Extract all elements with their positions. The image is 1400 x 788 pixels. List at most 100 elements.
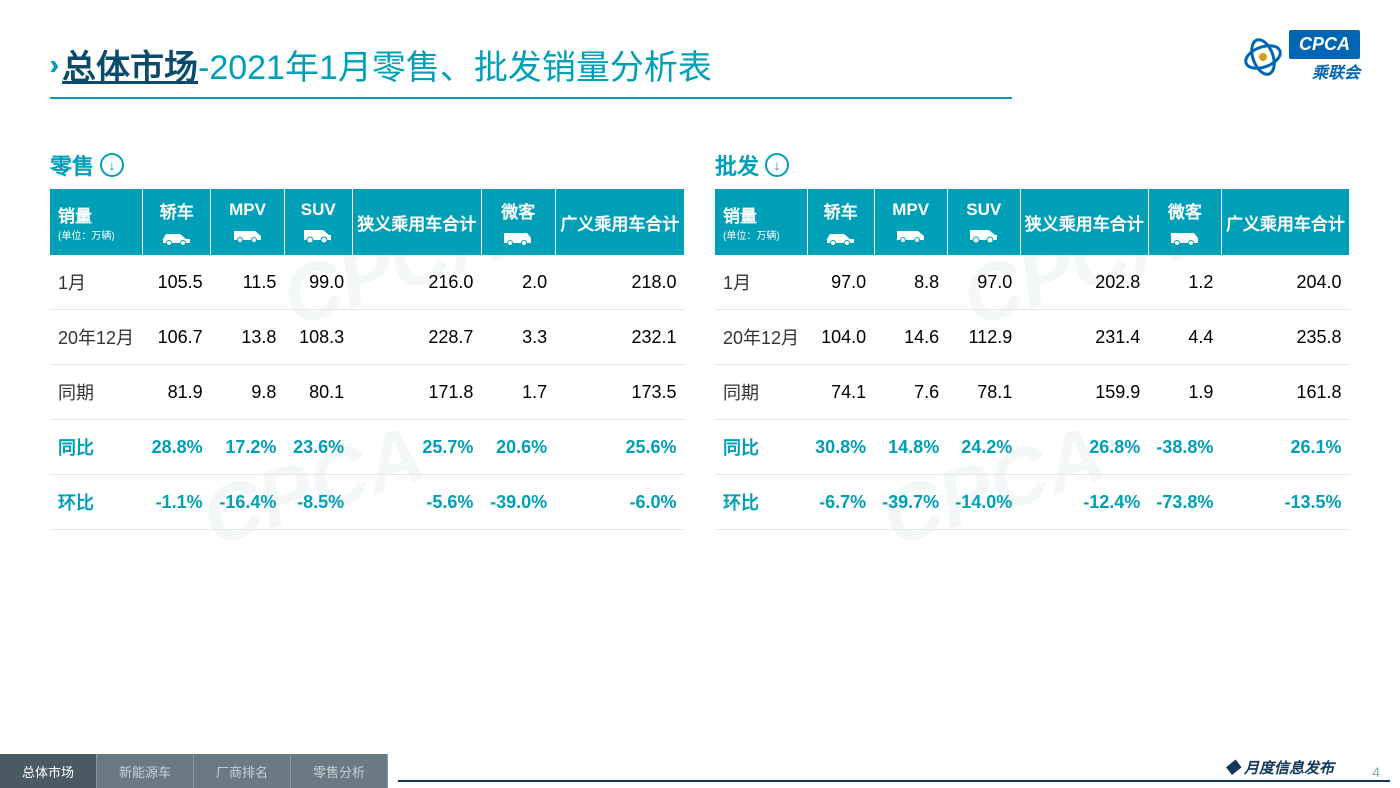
cell-value: -12.4% (1020, 475, 1148, 530)
footer-label: ◆ 月度信息发布 (1219, 757, 1340, 778)
cell-value: 11.5 (211, 255, 285, 310)
table-row: 1月105.511.599.0216.02.0218.0 (50, 255, 685, 310)
cell-value: -1.1% (143, 475, 211, 530)
cell-value: 1.7 (481, 365, 555, 420)
footer: 总体市场新能源车厂商排名零售分析 ◆ 月度信息发布 4 (0, 754, 1400, 788)
retail-table: 销量(单位：万辆)轿车MPVSUV狭义乘用车合计微客广义乘用车合计1月105.5… (50, 189, 685, 530)
cell-value: 2.0 (481, 255, 555, 310)
cell-value: 104.0 (807, 310, 874, 365)
mpv-icon (894, 222, 928, 244)
cell-value: 159.9 (1020, 365, 1148, 420)
col-header-sedan: 轿车 (143, 189, 211, 255)
cell-value: 14.8% (874, 420, 947, 475)
retail-section: 零售 ↓ 销量(单位：万辆)轿车MPVSUV狭义乘用车合计微客广义乘用车合计1月… (50, 149, 685, 530)
cell-value: 105.5 (143, 255, 211, 310)
cell-value: 218.0 (555, 255, 684, 310)
footer-tab-3[interactable]: 零售分析 (291, 754, 388, 788)
cell-value: 80.1 (284, 365, 352, 420)
col-header-broad: 广义乘用车合计 (1221, 189, 1349, 255)
cell-value: 216.0 (352, 255, 481, 310)
row-label: 20年12月 (715, 310, 807, 365)
van-icon (1168, 225, 1202, 247)
cell-value: 17.2% (211, 420, 285, 475)
table-row: 同比30.8%14.8%24.2%26.8%-38.8%26.1% (715, 420, 1350, 475)
cell-value: -14.0% (947, 475, 1020, 530)
col-header-mpv: MPV (874, 189, 947, 255)
cell-value: 23.6% (284, 420, 352, 475)
sedan-icon (160, 225, 194, 247)
cell-value: -38.8% (1148, 420, 1221, 475)
row-label: 环比 (715, 475, 807, 530)
cell-value: 161.8 (1221, 365, 1349, 420)
footer-tabs: 总体市场新能源车厂商排名零售分析 (0, 754, 388, 788)
row-label: 同比 (715, 420, 807, 475)
table-row: 环比-6.7%-39.7%-14.0%-12.4%-73.8%-13.5% (715, 475, 1350, 530)
cell-value: 8.8 (874, 255, 947, 310)
cell-value: 106.7 (143, 310, 211, 365)
table-row: 环比-1.1%-16.4%-8.5%-5.6%-39.0%-6.0% (50, 475, 685, 530)
suv-icon (301, 222, 335, 244)
row-label: 环比 (50, 475, 143, 530)
wholesale-section: 批发 ↓ 销量(单位：万辆)轿车MPVSUV狭义乘用车合计微客广义乘用车合计1月… (715, 149, 1350, 530)
cell-value: 26.1% (1221, 420, 1349, 475)
cell-value: 112.9 (947, 310, 1020, 365)
col-header-suv: SUV (284, 189, 352, 255)
col-header-label: 销量(单位：万辆) (715, 189, 807, 255)
cell-value: 4.4 (1148, 310, 1221, 365)
cell-value: 173.5 (555, 365, 684, 420)
cell-value: 97.0 (947, 255, 1020, 310)
cell-value: -5.6% (352, 475, 481, 530)
cell-value: 30.8% (807, 420, 874, 475)
cell-value: 14.6 (874, 310, 947, 365)
footer-tab-1[interactable]: 新能源车 (97, 754, 194, 788)
cell-value: 99.0 (284, 255, 352, 310)
col-header-mini: 微客 (481, 189, 555, 255)
table-row: 同期74.17.678.1159.91.9161.8 (715, 365, 1350, 420)
cell-value: 97.0 (807, 255, 874, 310)
down-arrow-icon: ↓ (765, 153, 789, 177)
cell-value: -6.7% (807, 475, 874, 530)
retail-title-text: 零售 (50, 149, 94, 181)
cell-value: 24.2% (947, 420, 1020, 475)
cell-value: 78.1 (947, 365, 1020, 420)
cell-value: -13.5% (1221, 475, 1349, 530)
cell-value: -6.0% (555, 475, 684, 530)
footer-tab-0[interactable]: 总体市场 (0, 754, 97, 788)
cell-value: 20.6% (481, 420, 555, 475)
cell-value: 9.8 (211, 365, 285, 420)
cell-value: 25.7% (352, 420, 481, 475)
col-header-broad: 广义乘用车合计 (555, 189, 684, 255)
wholesale-table: 销量(单位：万辆)轿车MPVSUV狭义乘用车合计微客广义乘用车合计1月97.08… (715, 189, 1350, 530)
table-row: 同期81.99.880.1171.81.7173.5 (50, 365, 685, 420)
cell-value: 171.8 (352, 365, 481, 420)
table-row: 20年12月106.713.8108.3228.73.3232.1 (50, 310, 685, 365)
col-header-label: 销量(单位：万辆) (50, 189, 143, 255)
footer-tab-2[interactable]: 厂商排名 (194, 754, 291, 788)
cell-value: 25.6% (555, 420, 684, 475)
row-label: 同期 (715, 365, 807, 420)
col-header-narrow: 狭义乘用车合计 (352, 189, 481, 255)
cell-value: 26.8% (1020, 420, 1148, 475)
title-rest: -2021年1月零售、批发销量分析表 (198, 49, 712, 87)
cell-value: 3.3 (481, 310, 555, 365)
wholesale-title: 批发 ↓ (715, 149, 1350, 181)
footer-divider (398, 780, 1390, 782)
retail-title: 零售 ↓ (50, 149, 685, 181)
page-number: 4 (1372, 764, 1380, 780)
table-row: 同比28.8%17.2%23.6%25.7%20.6%25.6% (50, 420, 685, 475)
col-header-suv: SUV (947, 189, 1020, 255)
row-label: 1月 (50, 255, 143, 310)
cell-value: 228.7 (352, 310, 481, 365)
suv-icon (967, 222, 1001, 244)
page-title: ›› 总体市场-2021年1月零售、批发销量分析表 (50, 40, 1012, 99)
cell-value: -39.7% (874, 475, 947, 530)
cell-value: 81.9 (143, 365, 211, 420)
cell-value: -8.5% (284, 475, 352, 530)
row-label: 同比 (50, 420, 143, 475)
cell-value: 1.2 (1148, 255, 1221, 310)
cell-value: 202.8 (1020, 255, 1148, 310)
row-label: 同期 (50, 365, 143, 420)
cell-value: -16.4% (211, 475, 285, 530)
cell-value: -73.8% (1148, 475, 1221, 530)
row-label: 1月 (715, 255, 807, 310)
